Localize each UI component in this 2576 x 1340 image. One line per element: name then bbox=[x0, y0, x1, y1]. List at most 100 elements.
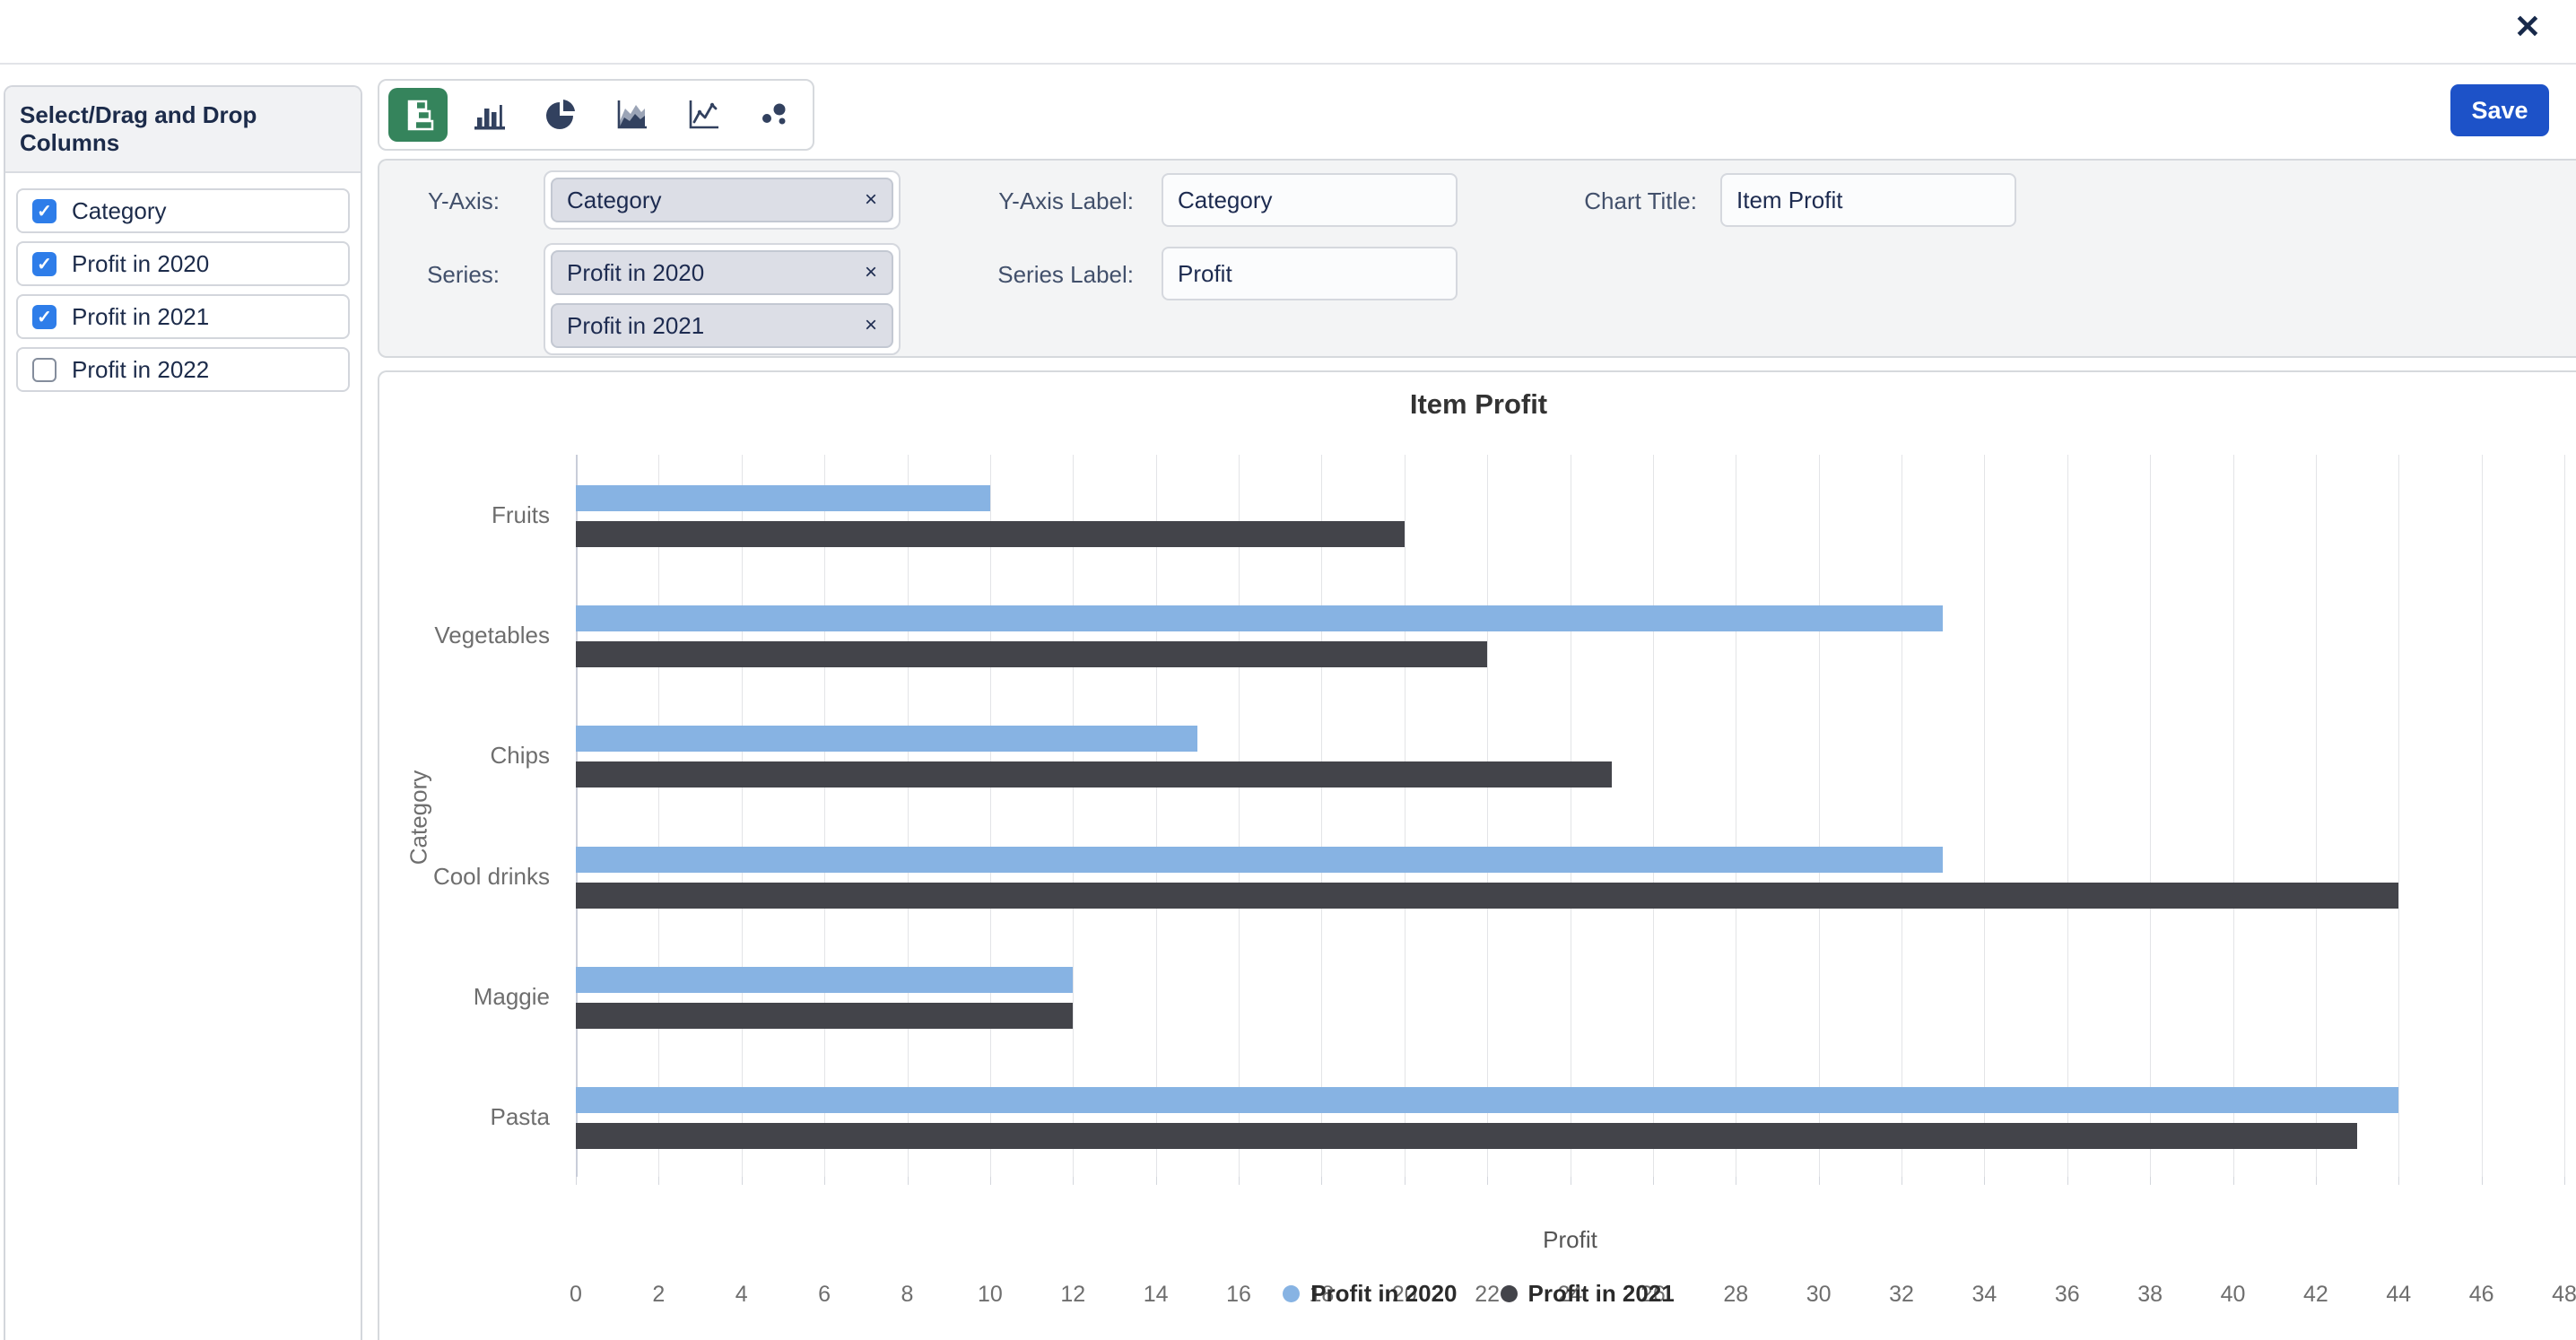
chart-type-horizontal-bar-button[interactable] bbox=[388, 88, 448, 142]
area-chart-icon bbox=[613, 97, 650, 133]
column-item-label: Profit in 2021 bbox=[72, 303, 209, 331]
axis-tick bbox=[1984, 1177, 1985, 1185]
plot-area: 0246810121416182022242628303234363840424… bbox=[576, 455, 2564, 1177]
remove-chip-icon[interactable]: × bbox=[865, 262, 877, 283]
horizontal-bar-icon bbox=[399, 97, 437, 133]
y-axis-label-field-label: Y-Axis Label: bbox=[882, 187, 1134, 214]
legend-item-profit-in-2021[interactable]: Profit in 2021 bbox=[1501, 1280, 1675, 1308]
axis-tick bbox=[1073, 1177, 1074, 1185]
chart-config-form: Y-Axis: Category × Y-Axis Label: Chart T… bbox=[378, 159, 2576, 358]
axis-tick bbox=[2564, 1177, 2565, 1185]
category-band-pasta: Pasta bbox=[576, 1057, 2564, 1177]
category-band-maggie: Maggie bbox=[576, 936, 2564, 1057]
chart-type-line-button[interactable] bbox=[674, 88, 733, 142]
series-chip[interactable]: Profit in 2021 × bbox=[551, 303, 893, 348]
bar-profit-in-2020-vegetables bbox=[576, 605, 1943, 631]
axis-tick bbox=[1239, 1177, 1240, 1185]
bar-profit-in-2021-maggie bbox=[576, 1003, 1073, 1029]
axis-tick bbox=[2233, 1177, 2234, 1185]
column-chart-icon bbox=[470, 97, 508, 133]
bar-profit-in-2020-maggie bbox=[576, 967, 1073, 993]
column-item-label: Profit in 2022 bbox=[72, 356, 209, 384]
legend-marker-icon bbox=[1283, 1285, 1300, 1302]
y-tick-label: Pasta bbox=[379, 1103, 550, 1131]
checkbox-checked[interactable]: ✓ bbox=[32, 199, 57, 223]
y-axis-field-label: Y-Axis: bbox=[379, 187, 500, 214]
category-band-fruits: Fruits bbox=[576, 455, 2564, 575]
axis-tick bbox=[990, 1177, 991, 1185]
axis-tick bbox=[1321, 1177, 1322, 1185]
close-icon[interactable]: ✕ bbox=[2508, 7, 2547, 47]
checkbox-unchecked[interactable] bbox=[32, 358, 57, 382]
y-axis-chipbox[interactable]: Category × bbox=[544, 170, 901, 230]
category-band-vegetables: Vegetables bbox=[576, 575, 2564, 695]
columns-sidebar: Select/Drag and Drop Columns ✓ Category ✓ P… bbox=[4, 85, 362, 1340]
series-label-field-label: Series Label: bbox=[882, 261, 1134, 288]
chart-title-input[interactable] bbox=[1720, 173, 2016, 227]
dialog-topbar: ✕ bbox=[0, 0, 2576, 65]
bar-profit-in-2021-fruits bbox=[576, 521, 1405, 547]
save-button[interactable]: Save bbox=[2450, 84, 2549, 136]
column-item-profit-in-2021[interactable]: ✓ Profit in 2021 bbox=[16, 294, 350, 339]
category-band-chips: Chips bbox=[576, 695, 2564, 815]
scatter-chart-icon bbox=[755, 97, 793, 133]
axis-tick bbox=[2482, 1177, 2483, 1185]
axis-tick bbox=[1487, 1177, 1488, 1185]
column-item-label: Profit in 2020 bbox=[72, 250, 209, 278]
gridline bbox=[2564, 455, 2565, 1177]
axis-tick bbox=[2150, 1177, 2151, 1185]
legend: Profit in 2020 Profit in 2021 bbox=[379, 1280, 2576, 1308]
axis-tick bbox=[576, 1177, 577, 1185]
chart-type-area-button[interactable] bbox=[603, 88, 662, 142]
bar-profit-in-2020-chips bbox=[576, 726, 1197, 752]
y-tick-label: Maggie bbox=[379, 983, 550, 1011]
line-chart-icon bbox=[684, 97, 722, 133]
checkbox-checked[interactable]: ✓ bbox=[32, 252, 57, 276]
series-chip[interactable]: Profit in 2020 × bbox=[551, 250, 893, 295]
axis-tick bbox=[824, 1177, 825, 1185]
column-item-label: Category bbox=[72, 197, 167, 225]
bar-profit-in-2021-vegetables bbox=[576, 641, 1487, 667]
columns-panel-title: Select/Drag and Drop Columns bbox=[5, 87, 361, 173]
chart-title-field-label: Chart Title: bbox=[1442, 187, 1697, 214]
axis-tick bbox=[1819, 1177, 1820, 1185]
category-band-cool-drinks: Cool drinks bbox=[576, 816, 2564, 936]
chart-preview-panel: Item Profit Category 0246810121416182022… bbox=[378, 370, 2576, 1340]
remove-chip-icon[interactable]: × bbox=[865, 189, 877, 211]
legend-label: Profit in 2021 bbox=[1528, 1280, 1675, 1308]
axis-tick bbox=[2067, 1177, 2068, 1185]
chart-type-scatter-button[interactable] bbox=[745, 88, 805, 142]
bar-profit-in-2020-cool-drinks bbox=[576, 847, 1943, 873]
y-tick-label: Vegetables bbox=[379, 622, 550, 649]
axis-tick bbox=[908, 1177, 909, 1185]
remove-chip-icon[interactable]: × bbox=[865, 315, 877, 336]
pie-chart-icon bbox=[542, 97, 579, 133]
legend-marker-icon bbox=[1501, 1285, 1518, 1302]
y-axis-chip-label: Category bbox=[567, 187, 662, 214]
checkbox-checked[interactable]: ✓ bbox=[32, 305, 57, 329]
legend-label: Profit in 2020 bbox=[1310, 1280, 1457, 1308]
column-list: ✓ Category ✓ Profit in 2020 ✓ Profit in 2021 P… bbox=[5, 173, 361, 407]
bar-profit-in-2020-fruits bbox=[576, 485, 990, 511]
column-item-profit-in-2020[interactable]: ✓ Profit in 2020 bbox=[16, 241, 350, 286]
axis-tick bbox=[2316, 1177, 2317, 1185]
axis-tick bbox=[1156, 1177, 1157, 1185]
y-axis-label-input[interactable] bbox=[1162, 173, 1458, 227]
series-label-input[interactable] bbox=[1162, 247, 1458, 300]
y-tick-label: Cool drinks bbox=[379, 863, 550, 891]
series-chip-label: Profit in 2020 bbox=[567, 259, 704, 287]
column-item-profit-in-2022[interactable]: Profit in 2022 bbox=[16, 347, 350, 392]
series-field-label: Series: bbox=[379, 261, 500, 288]
chart-type-toolbar bbox=[378, 79, 814, 151]
legend-item-profit-in-2020[interactable]: Profit in 2020 bbox=[1283, 1280, 1457, 1308]
y-axis-chip[interactable]: Category × bbox=[551, 178, 893, 222]
y-tick-label: Fruits bbox=[379, 501, 550, 529]
column-item-category[interactable]: ✓ Category bbox=[16, 188, 350, 233]
chart-type-column-button[interactable] bbox=[460, 88, 519, 142]
series-chipbox[interactable]: Profit in 2020 × Profit in 2021 × bbox=[544, 243, 901, 355]
bar-profit-in-2020-pasta bbox=[576, 1087, 2398, 1113]
bar-profit-in-2021-chips bbox=[576, 761, 1612, 787]
bar-profit-in-2021-cool-drinks bbox=[576, 883, 2398, 909]
axis-tick bbox=[1653, 1177, 1654, 1185]
chart-type-pie-button[interactable] bbox=[531, 88, 590, 142]
